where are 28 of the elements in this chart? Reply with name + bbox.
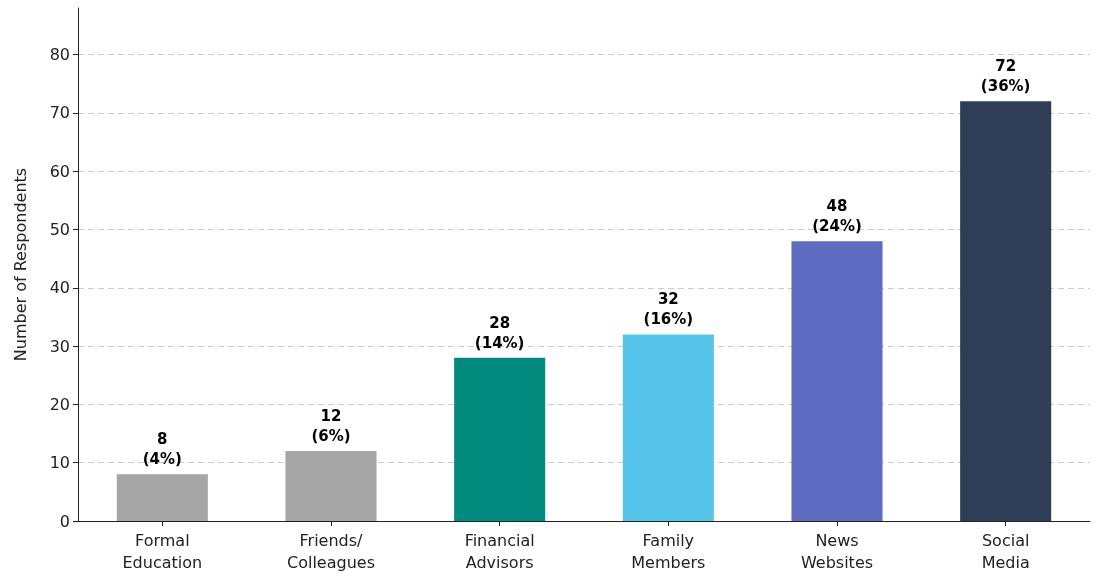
bar [622, 334, 714, 521]
y-tick-label: 0 [59, 511, 70, 531]
x-tick-label: Family Members [631, 530, 706, 572]
data-label: 32 (16%) [643, 290, 694, 329]
x-tick-label: Formal Education [122, 530, 203, 572]
bar [454, 357, 546, 521]
x-tick-label: Financial Advisors [464, 530, 535, 572]
y-axis-title: Number of Respondents [10, 167, 30, 362]
bar [960, 101, 1052, 521]
y-tick-label: 80 [49, 45, 70, 65]
x-tick-label: Social Media [981, 530, 1030, 572]
data-label: 48 (24%) [812, 197, 862, 236]
bar [791, 241, 883, 521]
y-tick-label: 50 [49, 220, 70, 240]
bar [285, 451, 377, 521]
x-tick-label: Friends/ Colleagues [287, 530, 375, 572]
data-label: 28 (14%) [474, 313, 525, 352]
data-label: 72 (36%) [980, 57, 1031, 96]
data-label: 8 (4%) [142, 430, 182, 469]
y-tick-label: 40 [49, 278, 70, 298]
y-tick-label: 10 [49, 453, 70, 473]
x-tick-label: News Websites [800, 530, 874, 572]
bar [116, 474, 208, 521]
y-tick-label: 70 [49, 103, 70, 123]
y-tick-label: 20 [49, 394, 70, 414]
data-label: 12 (6%) [311, 407, 351, 446]
y-tick-label: 60 [49, 161, 70, 181]
y-tick-label: 30 [49, 336, 70, 356]
